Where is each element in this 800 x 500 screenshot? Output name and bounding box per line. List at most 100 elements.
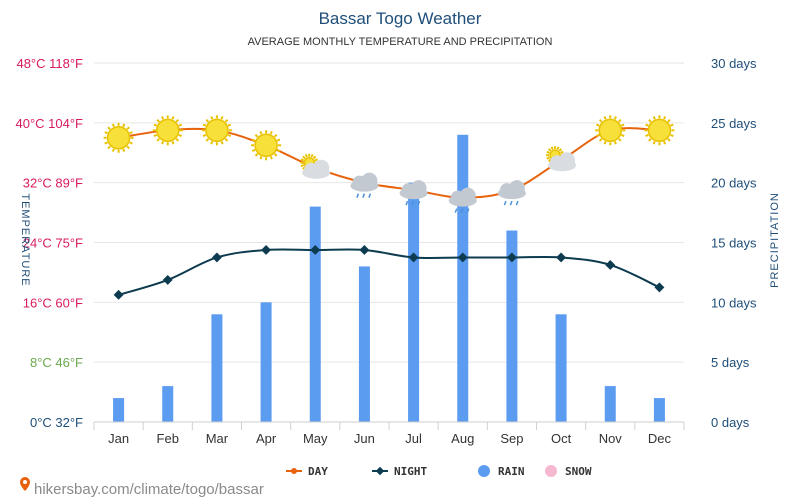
night-marker [310,245,321,255]
month-tick-label: Jun [354,431,375,446]
partly-cloudy-icon [546,146,577,172]
temperature-axis-label: TEMPERATURE [19,193,31,286]
rain-bar [358,266,370,422]
sun-ray [652,141,656,145]
legend-label: DAY [308,465,328,478]
sun-ray [202,123,207,127]
rain-cloud-icon [448,187,477,213]
sun-ray [104,131,108,135]
rain-bar [506,230,518,422]
sun-ray [210,141,214,145]
sun-ray [153,123,158,127]
sun-ray [107,126,111,131]
raindrop [356,193,360,198]
sun-ray [156,118,160,123]
sun-ray [122,123,126,128]
raindrop [368,193,372,198]
precipitation-tick-label: 5 days [711,355,750,370]
sun-ray [111,123,115,128]
sun-ray [171,116,175,120]
month-tick-label: Dec [648,431,672,446]
month-tick-label: Oct [551,431,572,446]
sun-icon [152,115,183,146]
sun-ray [254,153,259,157]
precipitation-tick-label: 15 days [711,236,757,251]
month-tick-label: Sep [500,431,523,446]
sun-ray [670,133,674,137]
precipitation-axis-label: PRECIPITATION [769,192,781,288]
night-marker [506,252,517,263]
sun-ray [613,116,617,120]
sun-ray [598,118,603,123]
raindrop [362,193,366,198]
legend-label: RAIN [498,465,525,478]
sun-ray [648,138,652,142]
sun-ray [269,155,273,160]
sun-ray [178,133,182,137]
temperature-lines [113,127,665,300]
rain-bar [260,302,272,422]
sun-ray [558,148,563,152]
sun-ray [596,133,600,137]
legend-item-night: NIGHT [372,465,427,478]
night-temperature-line [118,248,660,296]
sun-ray [210,116,214,120]
sun-ray [560,150,564,154]
sun-ray [548,148,552,152]
night-marker [654,282,665,293]
legend-item-snow: SNOW [545,465,592,478]
sun-ray [550,146,554,151]
night-marker [261,245,272,255]
weather-icons [103,115,675,213]
legend-rain-swatch [478,465,490,477]
temperature-tick-label: 16°C 60°F [23,295,83,310]
sun-ray [546,156,550,160]
sun-ray [104,141,108,145]
month-tick-label: Jan [108,431,129,446]
legend: DAY NIGHT RAIN SNOW [286,465,592,478]
precipitation-tick-label: 10 days [711,295,757,310]
rain-bar [653,398,665,422]
sun-icon [595,115,626,146]
sun-ray [129,131,133,135]
sun-ray [620,133,625,137]
sun-ray [129,141,133,145]
sun-ray [227,133,232,137]
partly-cloudy-icon [300,153,331,179]
raindrop [466,208,470,213]
sun-ray [161,116,165,120]
sun-icon [201,115,232,146]
temperature-tick-label: 24°C 75°F [23,236,83,251]
sun-icon [103,122,134,153]
rain-bar [113,398,125,422]
month-tick-label: Aug [451,431,474,446]
day-temperature-line [118,127,660,199]
rain-bar [408,182,420,422]
sun-disc [205,118,229,143]
night-marker [359,245,370,255]
sun-ray [175,118,180,123]
sun-ray [548,158,552,163]
cloud-puff [410,180,427,197]
sun-ray [645,123,649,127]
sun-ray [663,116,667,120]
legend-item-rain: RAIN [478,465,525,478]
raindrop [460,208,464,213]
sun-ray [259,155,263,160]
precipitation-tick-label: 25 days [711,116,757,131]
sun-ray [613,141,617,145]
month-tick-label: Jul [405,431,422,446]
sun-ray [276,138,281,142]
raindrop [454,208,458,213]
month-tick-label: Apr [256,431,277,446]
sun-ray [670,123,674,127]
sun-ray [273,153,278,157]
sun-disc [106,126,131,150]
sun-ray [652,116,656,120]
precipitation-tick-label: 0 days [711,415,750,430]
cloud-puff [313,159,330,176]
source-link[interactable]: hikersbay.com/climate/togo/bassar [20,477,264,498]
grid-lines [93,62,685,430]
source-url: hikersbay.com/climate/togo/bassar [34,481,264,498]
sun-ray [175,138,180,142]
